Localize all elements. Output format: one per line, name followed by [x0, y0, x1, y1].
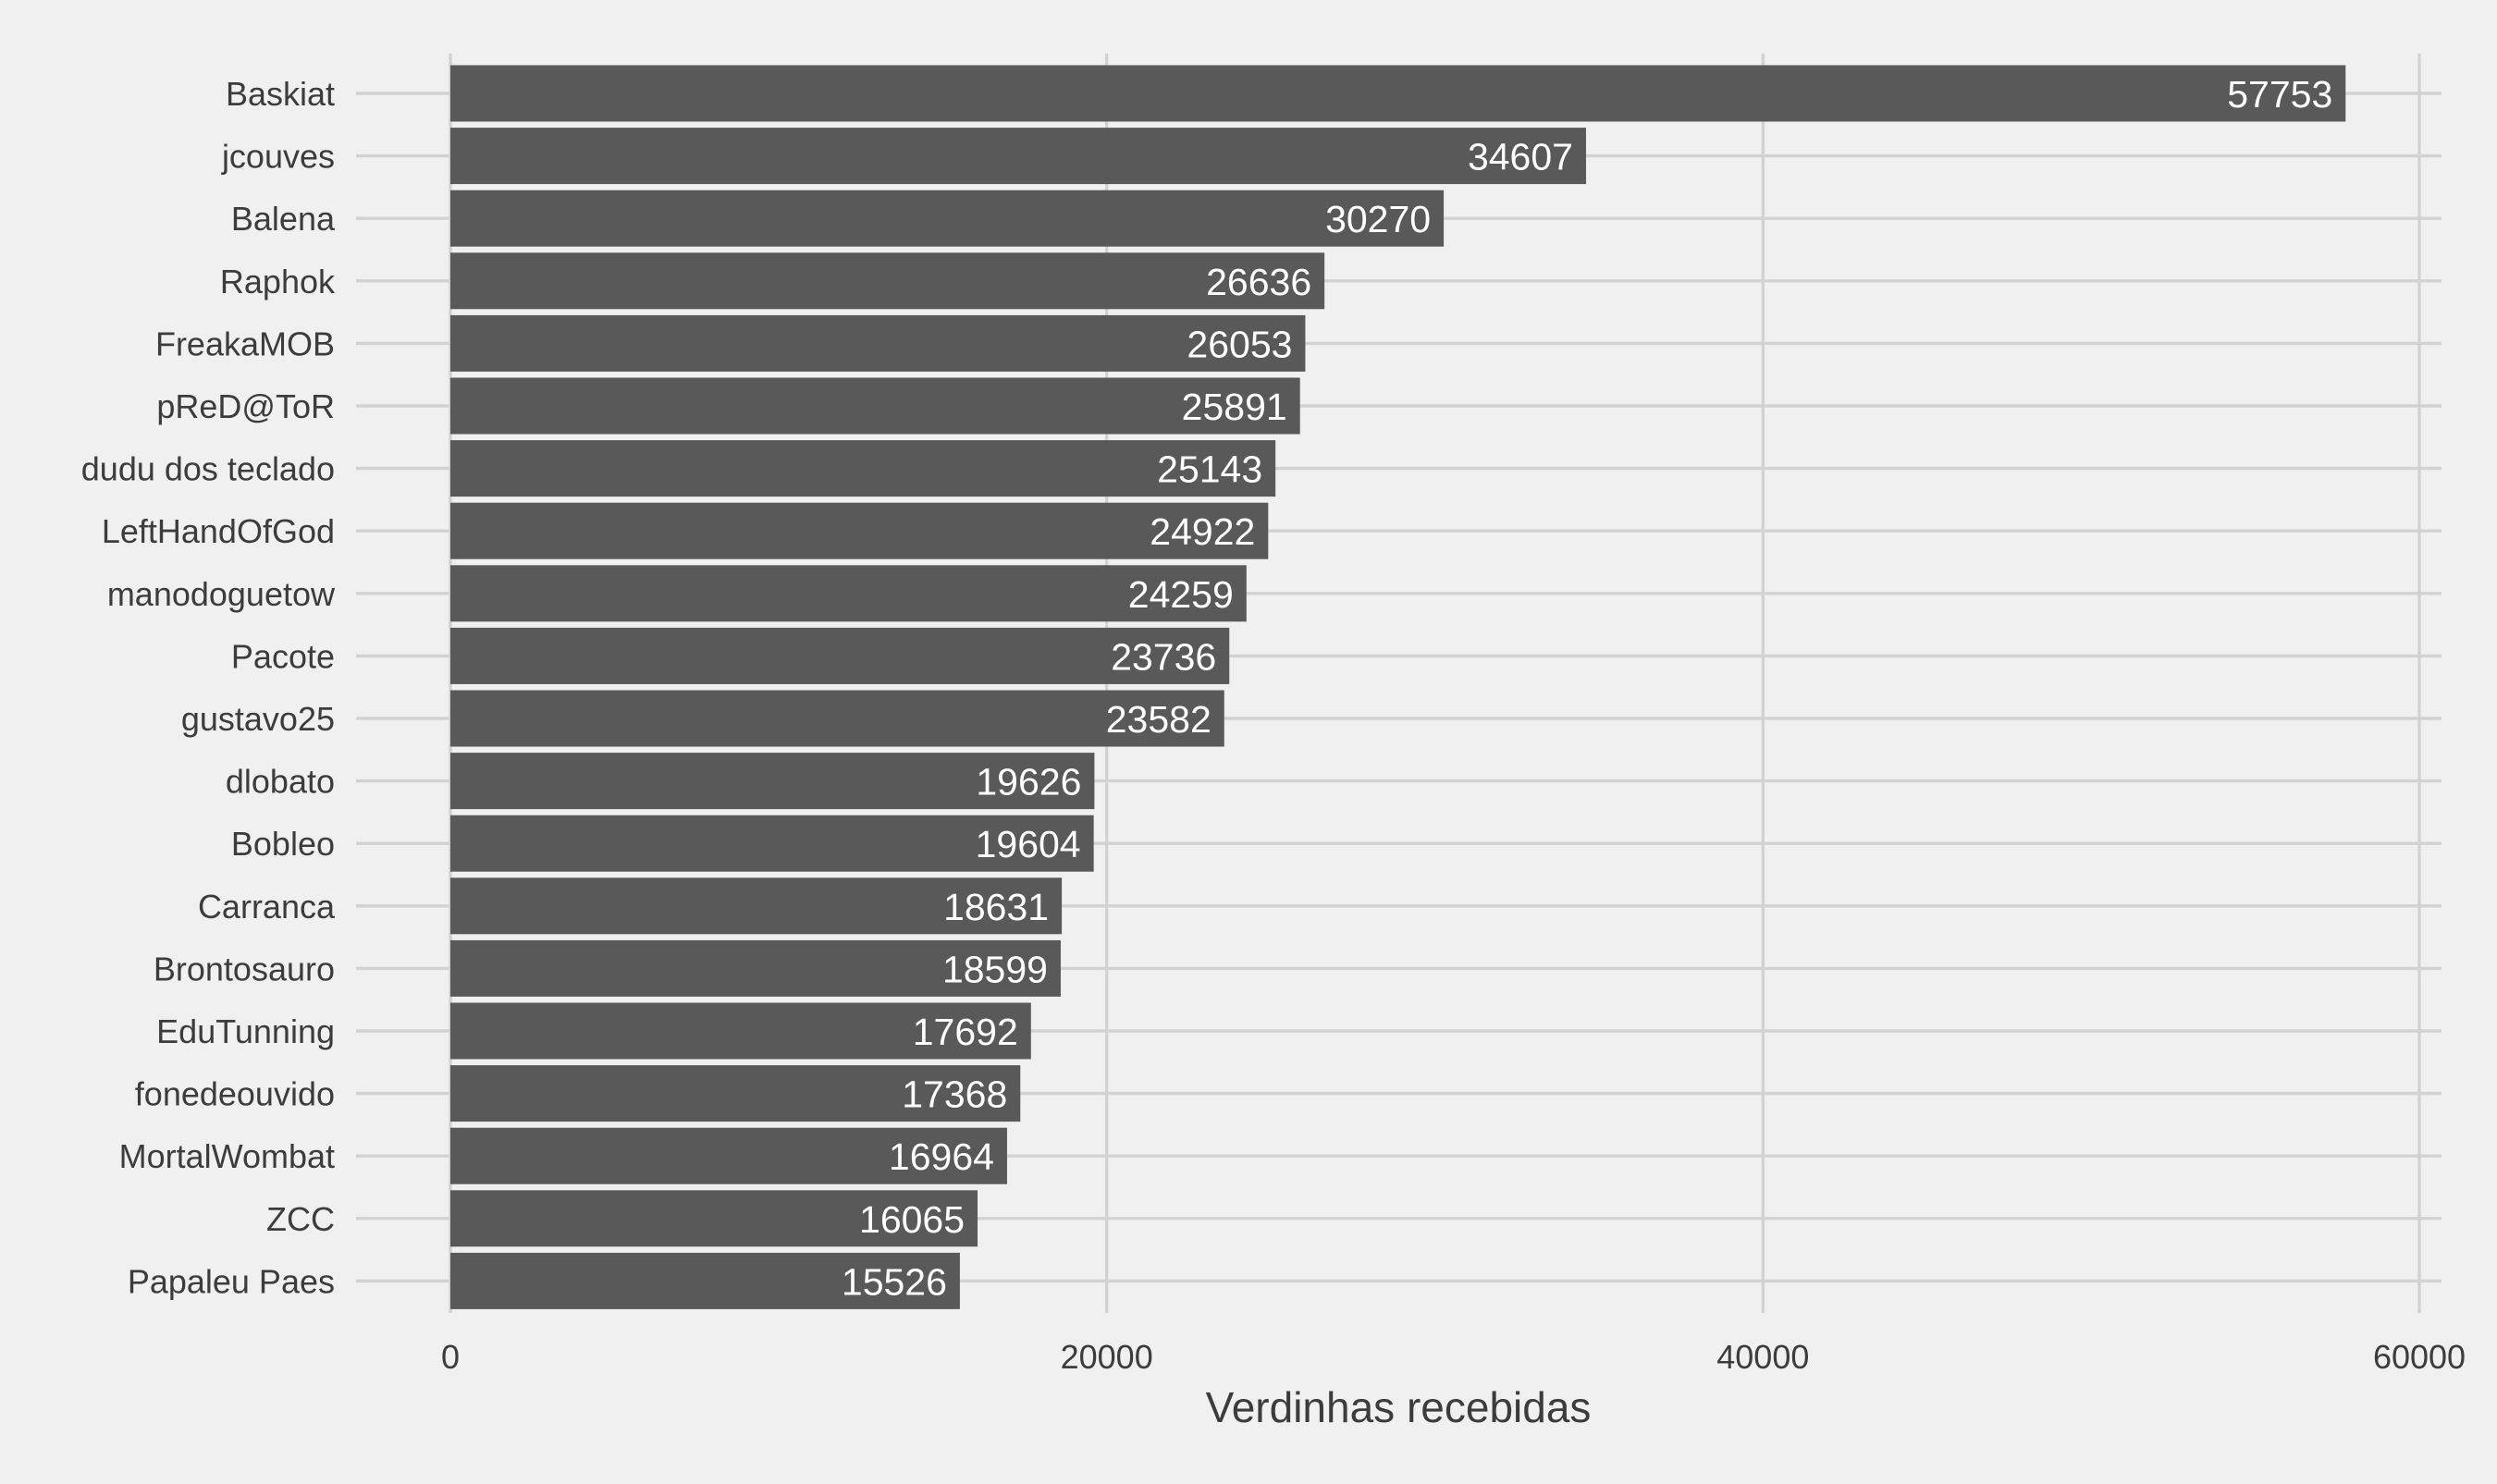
bar-value-label: 25143 [1157, 448, 1262, 491]
x-tick-label: 20000 [1061, 1338, 1153, 1376]
category-label: EduTunning [156, 1012, 335, 1050]
bar [450, 1252, 960, 1309]
bar [450, 252, 1325, 310]
bar [450, 565, 1247, 622]
bar-value-label: 26053 [1187, 323, 1292, 365]
category-label: dlobato [226, 763, 335, 801]
bar [450, 1002, 1031, 1060]
category-label: LeftHandOfGod [102, 512, 335, 550]
category-label: Pacote [231, 637, 335, 675]
category-label: ZCC [266, 1200, 335, 1238]
bar [450, 65, 2346, 122]
x-axis-title: Verdinhas recebidas [1206, 1383, 1592, 1431]
bar [450, 128, 1586, 185]
bar-value-label: 17692 [913, 1011, 1018, 1053]
category-label: Bobleo [231, 825, 335, 863]
category-label: pReD@ToR [156, 387, 335, 425]
bar [450, 877, 1063, 935]
label-layer: 0 20000 40000 60000 57753 Baskiat 34607 jcouves… [81, 73, 2466, 1376]
bar-value-label: 24259 [1128, 573, 1234, 616]
category-label: FreakaMOB [155, 325, 335, 362]
category-label: Raphok [220, 263, 336, 300]
bar-value-label: 19626 [976, 761, 1081, 803]
bar-value-label: 16964 [889, 1135, 994, 1178]
bar-value-label: 23582 [1106, 698, 1212, 741]
x-tick-label: 40000 [1716, 1338, 1809, 1376]
bar [450, 939, 1061, 997]
category-label: Baskiat [226, 75, 335, 113]
bar [450, 627, 1230, 684]
bar-value-label: 34607 [1468, 136, 1573, 178]
bar [450, 1190, 978, 1247]
bar-value-label: 57753 [2227, 73, 2332, 116]
bar [450, 1127, 1007, 1184]
category-label: fonedeouvido [135, 1075, 335, 1113]
bar [450, 314, 1306, 372]
bar [450, 1065, 1021, 1122]
bar-value-label: 19604 [976, 823, 1081, 865]
bar-value-label: 18631 [943, 886, 1049, 928]
bar [450, 377, 1300, 435]
category-label: dudu dos teclado [81, 450, 335, 488]
category-label: Balena [231, 200, 336, 238]
category-label: jcouves [221, 138, 335, 176]
category-label: gustavo25 [181, 700, 335, 738]
category-label: Papaleu Paes [128, 1262, 335, 1300]
bar-value-label: 23736 [1111, 635, 1216, 678]
bar [450, 440, 1276, 497]
bar-value-label: 16065 [859, 1198, 965, 1241]
x-tick-label: 60000 [2373, 1338, 2466, 1376]
bar-value-label: 26636 [1206, 261, 1311, 303]
bar-value-label: 30270 [1325, 198, 1431, 240]
x-tick-label: 0 [441, 1338, 460, 1376]
bar [450, 502, 1269, 559]
bar [450, 753, 1095, 810]
category-label: manodoguetow [107, 575, 336, 613]
bar-value-label: 18599 [942, 948, 1048, 990]
bar-value-label: 17368 [902, 1073, 1007, 1116]
category-label: MortalWombat [119, 1137, 335, 1175]
bar [450, 690, 1224, 747]
category-label: Brontosauro [154, 950, 335, 987]
bar-value-label: 15526 [842, 1260, 947, 1303]
bar-layer [450, 65, 2346, 1309]
bar [450, 815, 1094, 872]
bar-value-label: 25891 [1182, 386, 1287, 428]
bar-value-label: 24922 [1150, 510, 1255, 553]
bar [450, 190, 1445, 247]
category-label: Carranca [198, 888, 336, 926]
